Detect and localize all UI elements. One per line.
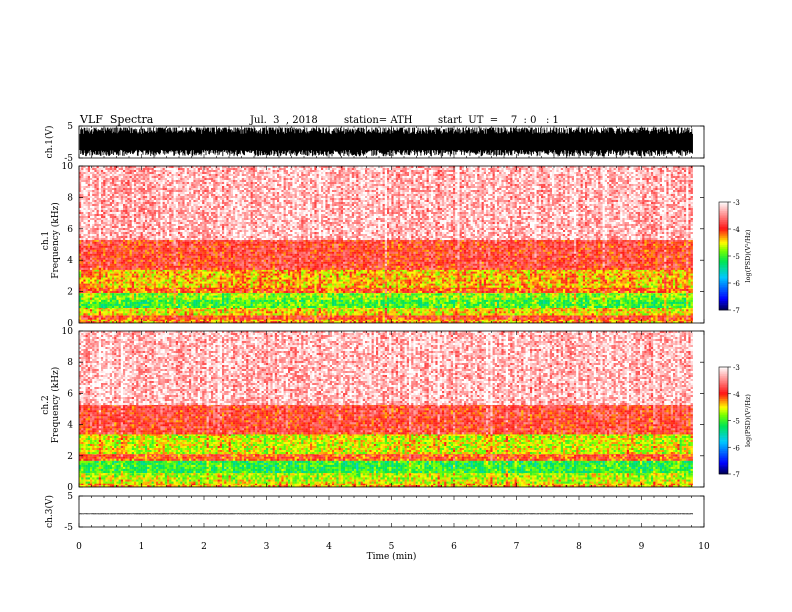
- ch1-spec-ytick-label: 10: [62, 162, 74, 172]
- ch2-spec-colorbar-label: log(PSD)(V²/Hz): [744, 394, 752, 447]
- ch1-spec-colorbar: -3 -4 -5 -6 -7 log(PSD)(V²/Hz): [719, 199, 752, 315]
- ch1-trace: [80, 128, 693, 157]
- x-tick-label: 6: [451, 542, 457, 552]
- ch3-ytick-label: -5: [64, 523, 73, 533]
- x-axis: 0 1 2 3 4 5 6 7 8 9 10 Time (min): [76, 542, 710, 562]
- x-axis-label: Time (min): [367, 551, 417, 562]
- x-tick-label: 4: [326, 542, 332, 552]
- x-tick-label: 0: [76, 542, 82, 552]
- ch3-waveform-line: [80, 513, 693, 514]
- ch1-spec-colorbar-label: log(PSD)(V²/Hz): [744, 229, 752, 282]
- ch2-spec-colorbar-tick-label: -6: [733, 444, 740, 452]
- ch3-trace: [80, 513, 693, 514]
- ch2-spec-ytick-label: 10: [62, 327, 74, 337]
- ch3-axes: [79, 496, 704, 527]
- ch2-spec-colorbar: -3 -4 -5 -6 -7 log(PSD)(V²/Hz): [719, 364, 752, 479]
- ch2-spec-heatmap: [79, 331, 693, 487]
- x-tick-label: 8: [576, 542, 582, 552]
- ch2-spec-ylabel: Frequency (kHz): [50, 367, 61, 444]
- x-tick-label: 7: [514, 542, 520, 552]
- ch1-spec-ytick-label: 4: [67, 256, 73, 266]
- ch2-spec-colorbar-tick-label: -4: [733, 391, 740, 399]
- ch2-spec-ytick-label: 2: [67, 452, 73, 462]
- ch2-spec-channel-label: ch.2: [41, 395, 51, 414]
- ch2-spec-colorbar-tick-label: -7: [733, 471, 740, 479]
- ch3-ylabel: ch.3(V): [44, 495, 55, 528]
- ch1-spec-ytick-label: 6: [67, 225, 73, 235]
- ch1-ylabel: ch.1(V): [44, 126, 55, 159]
- ch1-spec-ytick-label: 2: [67, 288, 73, 298]
- x-tick-label: 9: [639, 542, 645, 552]
- ch1-spec-colorbar-tick-label: -7: [733, 307, 740, 315]
- ch1-spec-colorbar-tick-label: -4: [733, 226, 740, 234]
- ch2-spec-ytick-label: 8: [67, 358, 73, 368]
- ch1-spec-colorbar-tick-label: -6: [733, 280, 740, 288]
- ch1-spec-colorbar-tick-label: -5: [733, 253, 740, 261]
- ch1-spec-heatmap: [79, 166, 693, 323]
- x-tick-label: 3: [264, 542, 270, 552]
- ch1-spec-channel-label: ch.1: [41, 231, 51, 250]
- ch1-spec-ytick-label: 8: [67, 193, 73, 203]
- ch1-waveform-line: [80, 128, 693, 157]
- ch3-axes-minor-ticks: [79, 496, 704, 527]
- x-tick-label: 2: [201, 542, 207, 552]
- ch2-spec-colorbar-tick-label: -5: [733, 418, 740, 426]
- ch1-spec-ylabel: Frequency (kHz): [50, 202, 61, 279]
- x-tick-label: 10: [698, 542, 710, 552]
- ch2-spec-ytick-label: 6: [67, 389, 73, 399]
- ch1-ytick-label: 5: [67, 122, 73, 132]
- ch2-spec-colorbar-tick-label: -3: [733, 364, 740, 372]
- x-tick-label: 1: [139, 542, 145, 552]
- ch3-ytick-label: 5: [67, 492, 73, 502]
- ch2-spec-ytick-label: 4: [67, 421, 73, 431]
- ch1-spec-colorbar-tick-label: -3: [733, 199, 740, 207]
- x-tick-label: 5: [389, 542, 395, 552]
